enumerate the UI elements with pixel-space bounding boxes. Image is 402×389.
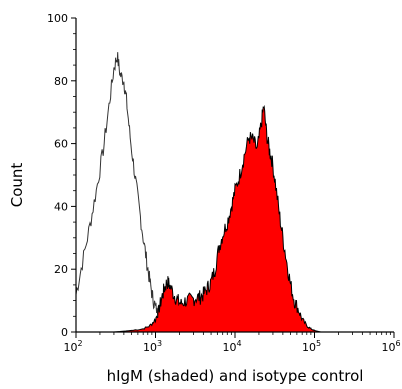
- x-tick-label: 102: [63, 339, 82, 354]
- y-tick-label: 0: [61, 326, 68, 339]
- axes-layer: 0 20 40 60 80 100 102 103 104 105 106: [47, 12, 401, 354]
- x-tick-label: 104: [222, 339, 241, 354]
- x-tick-label: 105: [302, 339, 321, 354]
- y-tick-label: 60: [54, 138, 68, 151]
- y-tick-label: 40: [54, 200, 68, 213]
- y-axis-label: Count: [8, 163, 26, 208]
- x-tick-label: 103: [143, 339, 162, 354]
- x-tick-label: 106: [381, 339, 400, 354]
- series-layer: [75, 52, 394, 333]
- series-1-line: [76, 104, 394, 333]
- y-tick-label: 100: [47, 12, 68, 25]
- series-1-fill: [76, 106, 394, 332]
- y-tick-label: 80: [54, 75, 68, 88]
- y-tick-label: 20: [54, 263, 68, 276]
- x-axis-label: hIgM (shaded) and isotype control: [107, 367, 364, 385]
